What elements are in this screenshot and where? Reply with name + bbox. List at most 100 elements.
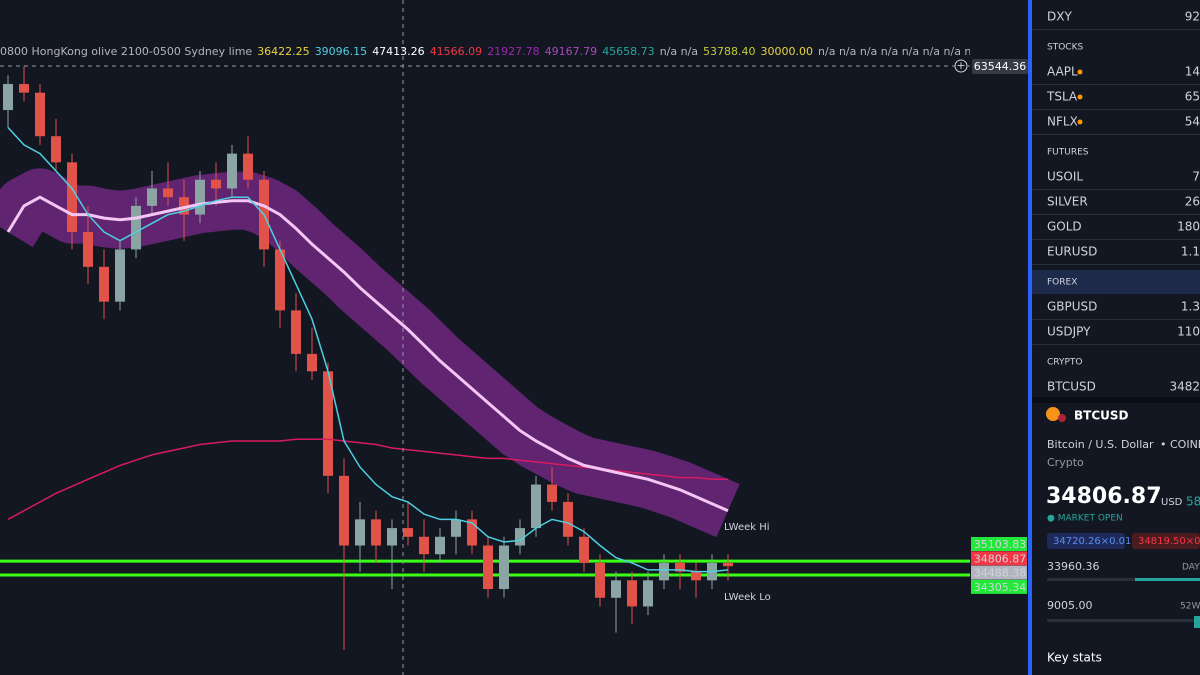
candle-body xyxy=(659,562,669,581)
year-low: 9005.00 xyxy=(1047,599,1093,612)
annotation: LWeek Hi xyxy=(724,522,770,533)
price-tag: 34488.38 xyxy=(974,567,1027,580)
watch-value: 180 xyxy=(1177,220,1200,234)
watch-symbol[interactable]: TSLA xyxy=(1046,90,1078,104)
legend-text: 0800 HongKong olive 2100-0500 Sydney lim… xyxy=(0,45,1024,58)
legend-item: 45658.73 xyxy=(602,45,655,58)
panel-separator xyxy=(1032,397,1200,403)
candle-body xyxy=(723,562,733,567)
watchlist: DXY 92 STOCKS AAPL 14 TSLA 65 NFLX 54 FUTURES USOI… xyxy=(1032,10,1200,400)
add-button[interactable] xyxy=(954,59,968,73)
candle-body xyxy=(131,205,141,250)
watch-symbol[interactable]: BTCUSD xyxy=(1047,380,1096,394)
section-label: FOREX xyxy=(1047,278,1077,288)
candle-body xyxy=(19,83,29,93)
candle-body xyxy=(563,501,573,537)
candle-body xyxy=(403,528,413,537)
watch-value: 92 xyxy=(1185,10,1200,24)
watch-value: 14 xyxy=(1185,65,1200,79)
candle-body xyxy=(595,562,605,598)
watch-symbol[interactable]: GBPUSD xyxy=(1047,300,1097,314)
alert-dot xyxy=(1077,69,1083,75)
candle-body xyxy=(451,519,461,537)
candle-body xyxy=(627,580,637,607)
panel-border xyxy=(1028,0,1032,675)
candle-body xyxy=(35,92,45,137)
watch-symbol[interactable]: SILVER xyxy=(1047,195,1088,209)
price-tag-box xyxy=(971,579,1027,594)
watch-symbol[interactable]: USDJPY xyxy=(1047,325,1091,339)
exchange: • COINBAS xyxy=(1160,438,1200,451)
indicator-line xyxy=(6,195,729,513)
day-label: DAY xyxy=(1182,563,1200,573)
candle-body xyxy=(371,519,381,546)
watch-symbol[interactable]: DXY xyxy=(1047,10,1072,24)
legend-item: 0800 HongKong olive 2100-0500 Sydney lim… xyxy=(0,45,252,58)
watch-value: 54 xyxy=(1185,115,1200,129)
symbol[interactable]: BTCUSD xyxy=(1074,409,1129,423)
candle-body xyxy=(307,353,317,372)
add-icon[interactable]: + xyxy=(956,59,965,72)
candle-body xyxy=(83,232,93,267)
candle-body xyxy=(675,562,685,572)
price-tag: 34806.87 xyxy=(974,552,1027,565)
bid: 34720.26×0.01 xyxy=(1053,536,1131,547)
candle-body xyxy=(355,519,365,546)
candle-body xyxy=(3,83,13,111)
candle-body xyxy=(579,536,589,563)
candle-body xyxy=(691,571,701,581)
watch-value: 7 xyxy=(1192,170,1200,184)
watch-symbol[interactable]: NFLX xyxy=(1047,115,1078,129)
crosshair-price-tag xyxy=(972,59,1028,74)
category: Crypto xyxy=(1047,456,1084,469)
candle-body xyxy=(99,266,109,302)
candle-body xyxy=(163,188,173,198)
watch-value: 3482 xyxy=(1169,380,1200,394)
watch-symbol[interactable]: AAPL xyxy=(1047,65,1078,79)
candle-body xyxy=(179,197,189,215)
price-tag: 35103.83 xyxy=(974,538,1027,551)
candle-body xyxy=(499,545,509,590)
candle-body xyxy=(51,136,61,163)
legend-bar: 0800 HongKong olive 2100-0500 Sydney lim… xyxy=(0,45,1024,58)
coin-icon xyxy=(1046,407,1060,421)
description: Bitcoin / U.S. Dollar xyxy=(1047,438,1154,451)
watch-symbol[interactable]: USOIL xyxy=(1047,170,1083,184)
section-label: STOCKS xyxy=(1047,43,1083,53)
right-panel xyxy=(1032,0,1200,675)
flag-icon xyxy=(1058,414,1066,422)
watch-value: 65 xyxy=(1185,90,1200,104)
key-stats[interactable]: Key stats xyxy=(1047,651,1102,665)
watch-symbol[interactable]: EURUSD xyxy=(1047,245,1097,259)
ask-box xyxy=(1132,533,1200,549)
indicator-line xyxy=(7,126,729,573)
section-highlight xyxy=(1032,270,1200,294)
day-range-bar xyxy=(1047,578,1200,581)
candle-body xyxy=(435,536,445,555)
price-tag: 34305.34 xyxy=(974,581,1027,594)
watch-value: 110 xyxy=(1177,325,1200,339)
legend-item: 47413.26 xyxy=(372,45,425,58)
candle-body xyxy=(211,179,221,189)
plot: LWeek Hi LWeek Lo xyxy=(0,66,970,650)
candle-body xyxy=(195,179,205,215)
watch-symbol[interactable]: GOLD xyxy=(1047,220,1082,234)
day-low: 33960.36 xyxy=(1047,560,1100,573)
legend-item: 41566.09 xyxy=(430,45,483,58)
price-tag-box xyxy=(971,565,1027,580)
candle-body xyxy=(611,580,621,598)
candle-body xyxy=(243,153,253,180)
candle-body xyxy=(419,536,429,555)
year-range-bar xyxy=(1047,619,1200,622)
change: 58 xyxy=(1186,495,1200,509)
candle-body xyxy=(147,188,157,206)
candle-body xyxy=(275,249,285,311)
candle-body xyxy=(643,580,653,607)
crosshair-price: 63544.36 xyxy=(974,60,1027,73)
candle-body xyxy=(483,545,493,590)
bid-box xyxy=(1047,533,1125,549)
candle-body xyxy=(291,310,301,354)
candle-body xyxy=(531,484,541,529)
